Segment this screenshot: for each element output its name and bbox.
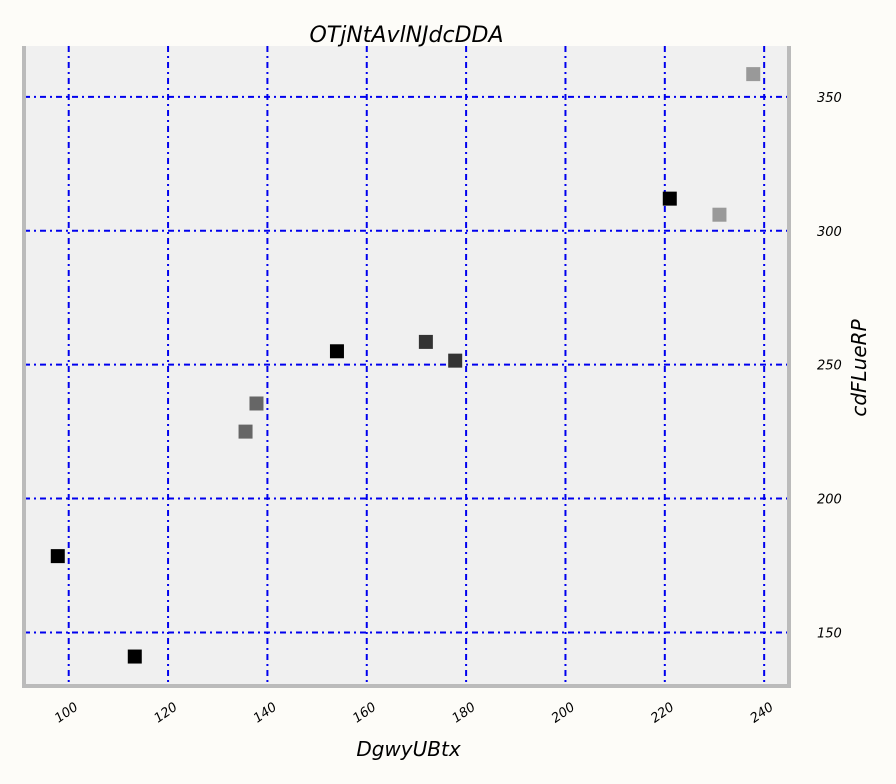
y-axis-label: cdFLueRP — [847, 318, 871, 416]
x-axis-label: DgwyUBtx — [356, 737, 460, 761]
chart-title: OTjNtAvlNJdcDDA — [309, 23, 503, 48]
data-point — [662, 191, 677, 206]
data-point — [712, 207, 727, 222]
grid-lines — [24, 46, 789, 686]
x-tick-label: 160 — [350, 700, 379, 727]
x-tick-label: 140 — [251, 700, 280, 727]
x-tick-label: 220 — [648, 700, 677, 727]
plot-frame — [22, 46, 791, 688]
data-point — [329, 344, 344, 359]
y-tick-label: 200 — [817, 493, 842, 508]
plot-area — [24, 46, 789, 686]
x-tick-label: 240 — [748, 700, 777, 727]
data-point — [448, 353, 463, 368]
y-tick-label: 250 — [817, 359, 842, 374]
x-tick-label: 180 — [450, 700, 479, 727]
x-tick-label: 120 — [152, 700, 181, 727]
data-points — [50, 67, 761, 664]
y-tick-labels: 150 200 250 300 350 — [817, 91, 842, 642]
x-tick-labels: 100 120 140 160 180 200 220 240 — [52, 700, 776, 727]
y-tick-label: 300 — [817, 225, 842, 240]
data-point — [50, 549, 65, 564]
x-tick-label: 100 — [52, 700, 81, 727]
data-point — [127, 649, 142, 664]
data-point — [418, 334, 433, 349]
data-point — [746, 67, 761, 82]
y-tick-label: 350 — [817, 91, 842, 106]
y-tick-label: 150 — [817, 626, 842, 641]
x-tick-label: 200 — [549, 700, 578, 727]
data-point — [238, 424, 253, 439]
data-point — [249, 396, 264, 411]
